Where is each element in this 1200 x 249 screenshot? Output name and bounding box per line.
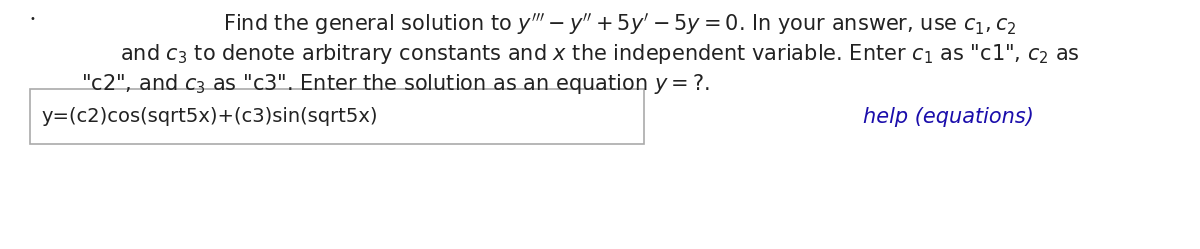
Text: y=(c2)cos(sqrt5x)+(c3)sin(sqrt5x): y=(c2)cos(sqrt5x)+(c3)sin(sqrt5x) [41,107,378,126]
Text: Find the general solution to $y''' - y'' + 5y' - 5y = 0$. In your answer, use $c: Find the general solution to $y''' - y''… [223,11,1016,37]
Text: help (equations): help (equations) [863,107,1034,126]
Text: and $c_3$ to denote arbitrary constants and $x$ the independent variable. Enter : and $c_3$ to denote arbitrary constants … [120,42,1080,66]
Text: •: • [30,14,36,24]
Text: "c2", and $c_3$ as "c3". Enter the solution as an equation $y =?$.: "c2", and $c_3$ as "c3". Enter the solut… [80,72,709,96]
FancyBboxPatch shape [30,89,644,144]
